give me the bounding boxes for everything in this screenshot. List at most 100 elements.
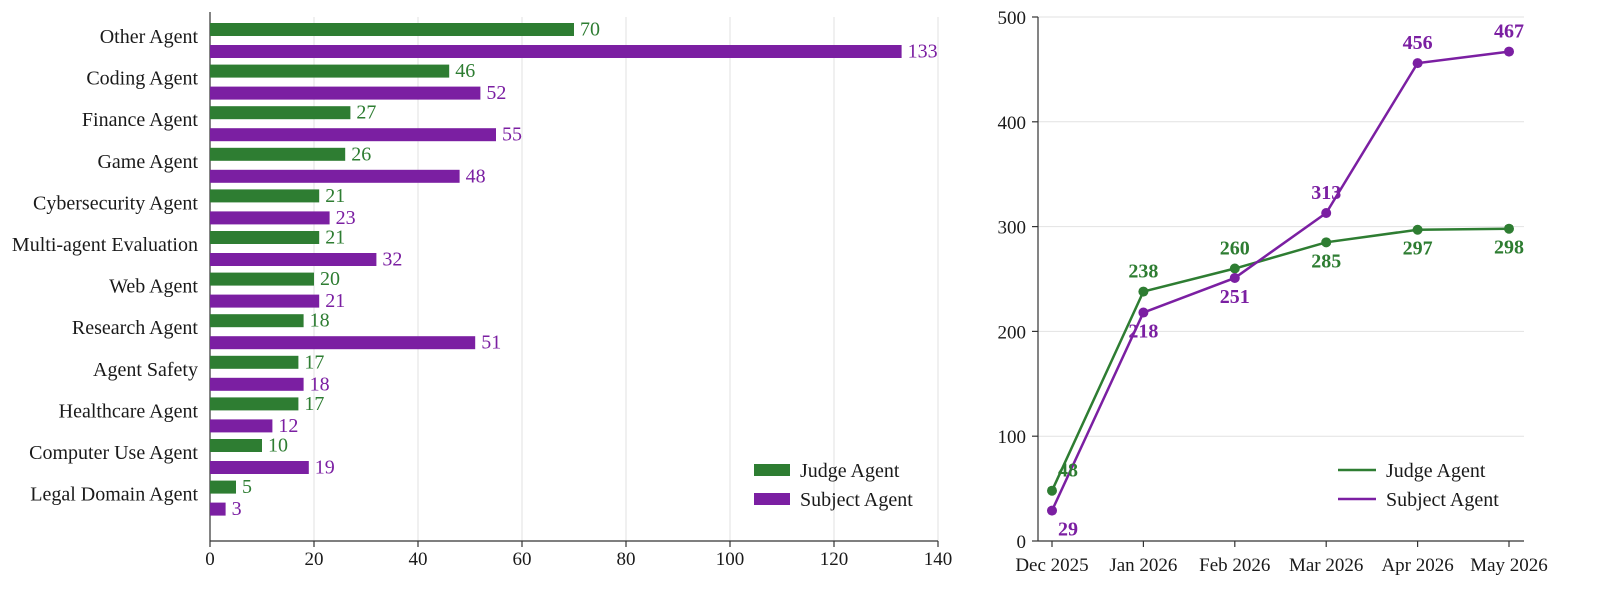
bar-subject	[210, 211, 330, 225]
bar-judge	[210, 106, 351, 120]
bar-category-label: Finance Agent	[82, 109, 199, 131]
line-point-judge	[1321, 237, 1332, 248]
line-point-label: 456	[1403, 32, 1433, 54]
bar-subject	[210, 128, 496, 142]
bar-subject	[210, 86, 481, 100]
bar-legend-swatch	[754, 464, 790, 476]
bar-judge	[210, 272, 314, 286]
line-point-label: 238	[1128, 261, 1158, 283]
line-y-tick-label: 200	[998, 322, 1027, 343]
bar-value-label: 21	[325, 185, 345, 207]
bar-value-label: 19	[315, 457, 335, 479]
bar-value-label: 5	[242, 476, 252, 498]
line-point-judge	[1229, 263, 1240, 274]
bar-legend-label: Subject Agent	[800, 489, 913, 511]
bar-subject	[210, 294, 320, 308]
bar-value-label: 18	[310, 373, 330, 395]
line-point-label: 260	[1220, 238, 1250, 260]
line-point-subject	[1321, 207, 1332, 218]
line-y-tick-label: 400	[998, 113, 1027, 134]
bar-value-label: 32	[382, 249, 402, 271]
bar-value-label: 51	[481, 332, 501, 354]
bar-judge	[210, 64, 450, 78]
bar-chart: 0 20 40 60 80 100 120 140 Other Agent 70 133 Coding…	[12, 12, 952, 570]
line-chart: 0 100 200 300 400 500 Dec 2025 Jan 2026 Feb 2026…	[998, 8, 1548, 576]
bar-judge	[210, 147, 346, 161]
line-point-subject	[1412, 58, 1423, 69]
bar-value-label: 21	[325, 290, 345, 312]
line-point-label: 298	[1494, 237, 1524, 259]
line-legend-label: Subject Agent	[1386, 489, 1499, 511]
bar-category-label: Healthcare Agent	[59, 400, 199, 422]
bar-x-tick-label: 0	[205, 549, 215, 570]
bar-subject	[210, 45, 902, 58]
bar-subject	[210, 461, 309, 474]
bar-legend-swatch	[754, 493, 790, 505]
bar-subject	[210, 377, 304, 391]
bar-judge	[210, 189, 320, 203]
line-point-judge	[1138, 286, 1149, 297]
bar-value-label: 3	[232, 498, 242, 520]
line-x-tick-label: Apr 2026	[1381, 555, 1453, 576]
bar-legend: Judge Agent Subject Agent	[754, 460, 913, 511]
line-x-tick-label: Mar 2026	[1289, 555, 1363, 576]
line-legend: Judge Agent Subject Agent	[1338, 460, 1499, 511]
line-point-label: 285	[1311, 250, 1341, 272]
bar-category-label: Game Agent	[97, 151, 198, 173]
line-point-label: 467	[1494, 21, 1524, 43]
bar-value-label: 21	[325, 227, 345, 249]
bar-x-tick-label: 80	[617, 549, 636, 570]
bar-category-label: Legal Domain Agent	[30, 484, 198, 506]
bar-subject	[210, 502, 226, 516]
bar-judge	[210, 23, 574, 36]
bar-subject	[210, 419, 273, 433]
bar-x-tick-label: 120	[820, 549, 849, 570]
bar-value-label: 52	[486, 82, 506, 104]
bar-value-label: 17	[304, 351, 324, 373]
bar-value-label: 55	[502, 124, 522, 146]
bar-judge	[210, 439, 262, 452]
line-point-subject	[1504, 46, 1514, 57]
bar-subject	[210, 253, 377, 266]
bar-judge	[210, 397, 299, 411]
bar-x-tick-label: 40	[409, 549, 428, 570]
line-point-subject	[1138, 307, 1149, 318]
bar-judge	[210, 480, 236, 494]
line-y-tick-label: 500	[998, 8, 1027, 29]
bar-category-label: Cybersecurity Agent	[33, 192, 198, 214]
bar-category-label: Research Agent	[72, 317, 199, 339]
bar-value-label: 10	[268, 435, 288, 457]
bar-value-label: 133	[908, 41, 938, 63]
line-point-label: 313	[1311, 182, 1341, 204]
bar-legend-label: Judge Agent	[800, 460, 900, 482]
bar-value-label: 17	[304, 393, 324, 415]
bar-x-tick-label: 20	[305, 549, 324, 570]
bar-value-label: 23	[336, 207, 356, 229]
line-point-label: 48	[1058, 460, 1078, 482]
bar-value-label: 48	[466, 165, 486, 187]
bar-value-label: 20	[320, 268, 340, 290]
line-series-subject	[1050, 50, 1510, 512]
line-series-judge	[1050, 227, 1510, 492]
bar-category-label: Agent Safety	[93, 359, 198, 381]
line-x-tick-label: Feb 2026	[1199, 555, 1270, 576]
line-point-judge	[1047, 485, 1057, 496]
line-point-judge	[1504, 223, 1514, 234]
bar-category-label: Multi-agent Evaluation	[12, 234, 198, 256]
bar-value-label: 46	[455, 60, 475, 82]
bar-subject	[210, 169, 460, 183]
line-x-tick-label: May 2026	[1470, 555, 1548, 576]
line-y-tick-label: 100	[998, 427, 1027, 448]
bar-judge	[210, 355, 299, 369]
line-legend-label: Judge Agent	[1386, 460, 1486, 482]
line-point-label: 251	[1220, 286, 1250, 308]
line-x-tick-label: Jan 2026	[1109, 555, 1177, 576]
bar-value-label: 26	[351, 143, 371, 165]
bar-value-label: 12	[278, 415, 298, 437]
line-point-label: 297	[1403, 238, 1433, 260]
bar-subject	[210, 336, 476, 350]
bar-x-tick-label: 140	[924, 549, 953, 570]
bar-value-label: 18	[310, 310, 330, 332]
bar-x-tick-label: 100	[716, 549, 745, 570]
